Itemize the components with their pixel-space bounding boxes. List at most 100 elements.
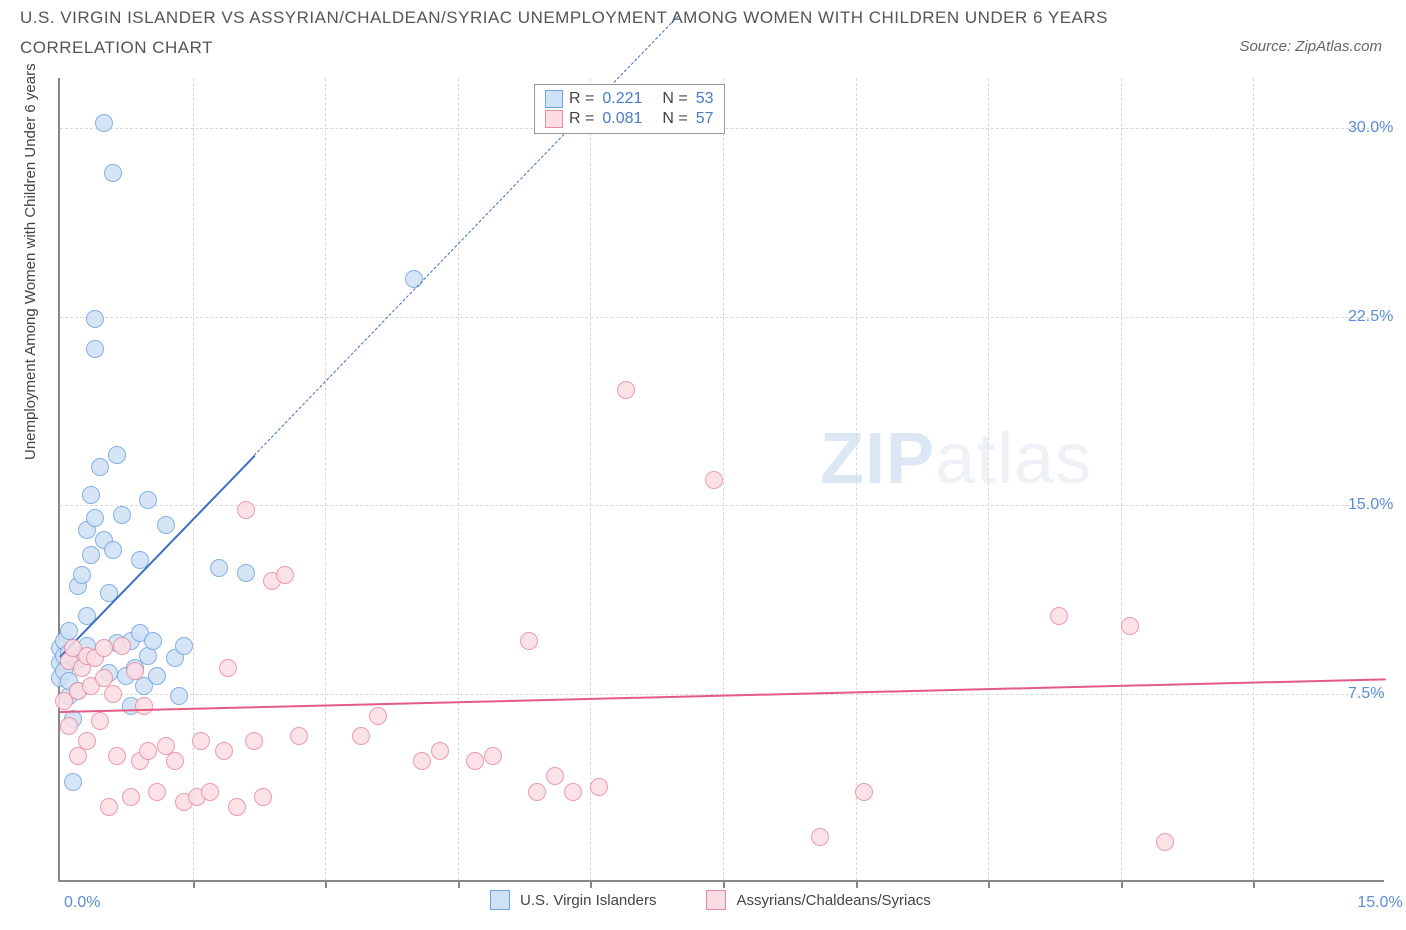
scatter-point [254,788,272,806]
r-label: R = [569,110,594,128]
watermark: ZIPatlas [820,418,1092,500]
r-label: R = [569,90,594,108]
gridline-horizontal [60,317,1384,318]
scatter-point [369,707,387,725]
scatter-point [60,717,78,735]
scatter-point [64,773,82,791]
scatter-point [215,742,233,760]
scatter-point [113,637,131,655]
scatter-point [122,788,140,806]
x-min-label: 0.0% [64,894,100,912]
scatter-point [201,783,219,801]
scatter-point [78,732,96,750]
x-tick-mark [1121,880,1123,888]
x-tick-mark [325,880,327,888]
scatter-point [290,727,308,745]
scatter-point [82,486,100,504]
scatter-point [86,340,104,358]
watermark-zip: ZIP [820,419,935,499]
scatter-point [705,471,723,489]
scatter-point [352,727,370,745]
y-tick-label: 22.5% [1348,308,1393,326]
gridline-vertical [1253,78,1254,880]
x-tick-mark [1253,880,1255,888]
x-tick-mark [590,880,592,888]
scatter-point [228,798,246,816]
scatter-point [86,509,104,527]
scatter-point [811,828,829,846]
legend-swatch [706,890,726,910]
x-max-label: 15.0% [1357,894,1402,912]
scatter-point [1121,617,1139,635]
scatter-point [104,685,122,703]
scatter-point [405,270,423,288]
scatter-point [73,566,91,584]
scatter-point [108,446,126,464]
scatter-point [175,637,193,655]
scatter-point [91,458,109,476]
y-tick-label: 30.0% [1348,119,1393,137]
scatter-point [192,732,210,750]
r-value: 0.081 [602,110,642,128]
gridline-vertical [193,78,194,880]
gridline-vertical [325,78,326,880]
scatter-point [590,778,608,796]
legend-label: U.S. Virgin Islanders [520,892,656,909]
scatter-point [139,491,157,509]
series-legend: U.S. Virgin IslandersAssyrians/Chaldeans… [490,890,931,910]
scatter-point [1156,833,1174,851]
scatter-point [148,667,166,685]
scatter-point [170,687,188,705]
scatter-point [139,742,157,760]
r-value: 0.221 [602,90,642,108]
scatter-point [108,747,126,765]
gridline-vertical [458,78,459,880]
scatter-point [564,783,582,801]
y-axis-label: Unemployment Among Women with Children U… [22,63,39,460]
scatter-point [148,783,166,801]
y-tick-label: 7.5% [1348,685,1384,703]
scatter-point [126,662,144,680]
scatter-point [855,783,873,801]
scatter-point [91,712,109,730]
x-tick-mark [193,880,195,888]
scatter-plot-area: ZIPatlas 7.5%15.0%22.5%30.0%0.0%15.0%R =… [58,78,1384,882]
scatter-point [210,559,228,577]
scatter-point [100,798,118,816]
scatter-point [520,632,538,650]
series-swatch [545,90,563,108]
scatter-point [135,697,153,715]
scatter-point [219,659,237,677]
scatter-point [144,632,162,650]
scatter-point [95,639,113,657]
gridline-vertical [988,78,989,880]
n-value: 57 [696,110,714,128]
scatter-point [276,566,294,584]
x-tick-mark [458,880,460,888]
scatter-point [104,541,122,559]
chart-title-line1: U.S. VIRGIN ISLANDER VS ASSYRIAN/CHALDEA… [20,8,1108,28]
correlation-stats-box: R = 0.221 N = 53 R = 0.081 N = 57 [534,84,725,134]
scatter-point [237,564,255,582]
gridline-horizontal [60,505,1384,506]
gridline-vertical [1121,78,1122,880]
scatter-point [157,516,175,534]
scatter-point [86,310,104,328]
series-swatch [545,110,563,128]
source-attribution: Source: ZipAtlas.com [1239,38,1382,55]
scatter-point [166,752,184,770]
n-value: 53 [696,90,714,108]
x-tick-mark [988,880,990,888]
trend-line [254,15,679,455]
legend-swatch [490,890,510,910]
y-tick-label: 15.0% [1348,496,1393,514]
scatter-point [431,742,449,760]
scatter-point [104,164,122,182]
n-label: N = [662,90,687,108]
scatter-point [60,622,78,640]
n-label: N = [662,110,687,128]
scatter-point [466,752,484,770]
gridline-vertical [856,78,857,880]
x-tick-mark [856,880,858,888]
stats-row: R = 0.221 N = 53 [545,89,714,109]
